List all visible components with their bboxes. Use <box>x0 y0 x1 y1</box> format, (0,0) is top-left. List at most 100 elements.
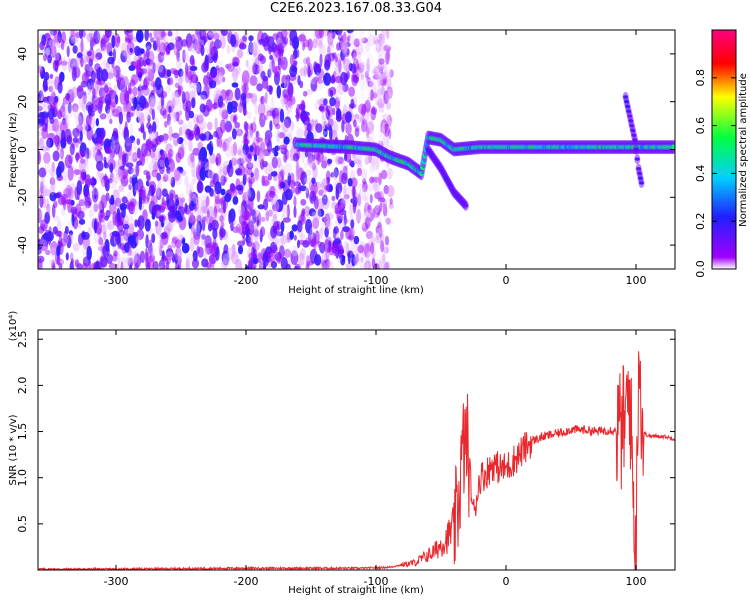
heatmap-cell <box>144 218 151 232</box>
heatmap-cell <box>318 43 327 57</box>
heatmap-cell <box>70 258 74 264</box>
heatmap-cell <box>148 69 155 82</box>
heatmap-cell <box>247 176 256 185</box>
heatmap-cell <box>107 56 115 65</box>
spectrogram-y-tick-label: 40 <box>16 47 29 61</box>
heatmap-cell <box>381 30 387 38</box>
heatmap-cell <box>134 59 141 71</box>
heatmap-cell <box>167 31 173 37</box>
heatmap-cell <box>178 126 183 136</box>
heatmap-cell <box>299 185 307 192</box>
heatmap-cell <box>156 36 161 52</box>
heatmap-cell <box>47 108 55 120</box>
heatmap-cell <box>137 147 141 159</box>
heatmap-cell <box>148 244 156 257</box>
heatmap-cell <box>141 84 148 91</box>
heatmap-cell <box>161 188 168 197</box>
heatmap-cell <box>201 231 206 247</box>
heatmap-cell <box>311 177 316 184</box>
heatmap-cell <box>230 34 237 47</box>
heatmap-cell <box>165 249 174 261</box>
heatmap-cell <box>169 192 174 201</box>
heatmap-cell <box>118 184 125 192</box>
heatmap-cell <box>271 156 278 169</box>
heatmap-cell <box>241 70 250 85</box>
heatmap-cell <box>380 127 386 137</box>
heatmap-cell <box>314 254 322 266</box>
heatmap-cell <box>248 252 256 260</box>
heatmap-cell <box>246 134 253 141</box>
heatmap-cell <box>82 164 90 173</box>
heatmap-cell <box>201 216 206 232</box>
heatmap-cell <box>388 30 394 42</box>
heatmap-cell <box>373 34 379 46</box>
heatmap-cell <box>85 32 91 41</box>
heatmap-cell <box>43 53 47 62</box>
heatmap-cell <box>372 183 378 189</box>
heatmap-cell <box>300 198 307 206</box>
heatmap-cell <box>352 52 357 65</box>
heatmap-cell <box>129 47 133 54</box>
heatmap-cell <box>145 41 152 51</box>
heatmap-cell <box>68 230 73 236</box>
heatmap-cell <box>260 158 265 170</box>
heatmap-cell <box>323 214 329 224</box>
heatmap-cell <box>209 188 214 197</box>
heatmap-cell <box>146 180 150 187</box>
heatmap-cell <box>43 152 51 164</box>
heatmap-cell <box>155 131 159 146</box>
heatmap-cell <box>135 104 142 117</box>
heatmap-cell <box>123 102 127 113</box>
heatmap-cell <box>59 119 68 130</box>
heatmap-cell <box>254 103 260 115</box>
heatmap-cell <box>276 129 281 143</box>
heatmap-cell <box>182 49 186 63</box>
heatmap-cell <box>140 112 145 127</box>
heatmap-cell <box>336 30 342 35</box>
heatmap-cell <box>138 112 143 124</box>
heatmap-cell <box>305 187 310 199</box>
heatmap-cell <box>155 55 159 69</box>
heatmap-cell <box>231 128 237 140</box>
heatmap-cell <box>353 38 361 47</box>
heatmap-cell <box>93 203 99 213</box>
heatmap-cell <box>302 41 306 51</box>
heatmap-cell <box>113 140 121 155</box>
heatmap-cell <box>369 125 374 136</box>
heatmap-cell <box>126 256 131 269</box>
heatmap-cell <box>235 178 241 189</box>
heatmap-cell <box>369 211 374 222</box>
heatmap-cell <box>95 150 103 164</box>
heatmap-cell <box>81 231 86 238</box>
heatmap-cell <box>297 239 300 249</box>
heatmap-cell <box>38 208 42 224</box>
heatmap-cell <box>73 169 82 176</box>
heatmap-cell <box>312 38 318 49</box>
snr-plot-area <box>38 330 675 570</box>
heatmap-cell <box>191 59 196 68</box>
heatmap-cell <box>223 144 227 151</box>
heatmap-cell <box>207 206 215 218</box>
heatmap-cell <box>69 143 75 156</box>
heatmap-cell <box>382 77 388 85</box>
heatmap-cell <box>152 62 156 74</box>
snr-x-tick-label: 0 <box>503 575 510 588</box>
heatmap-cell <box>125 162 134 168</box>
heatmap-cell <box>185 258 190 269</box>
heatmap-cell <box>386 114 392 127</box>
heatmap-cell <box>237 245 244 255</box>
heatmap-cell <box>375 42 382 53</box>
heatmap-cell <box>369 160 375 175</box>
heatmap-cell <box>193 113 199 126</box>
heatmap-cell <box>175 36 182 42</box>
heatmap-cell <box>350 219 355 229</box>
heatmap-cell <box>200 90 208 100</box>
colorbar-tick-label: 0.2 <box>694 212 707 230</box>
heatmap-cell <box>305 218 313 234</box>
heatmap-cell <box>297 167 305 181</box>
heatmap-cell <box>265 130 273 140</box>
heatmap-cell <box>214 117 218 131</box>
heatmap-cell <box>235 65 241 75</box>
heatmap-cell <box>367 204 372 214</box>
heatmap-cell <box>369 176 375 184</box>
